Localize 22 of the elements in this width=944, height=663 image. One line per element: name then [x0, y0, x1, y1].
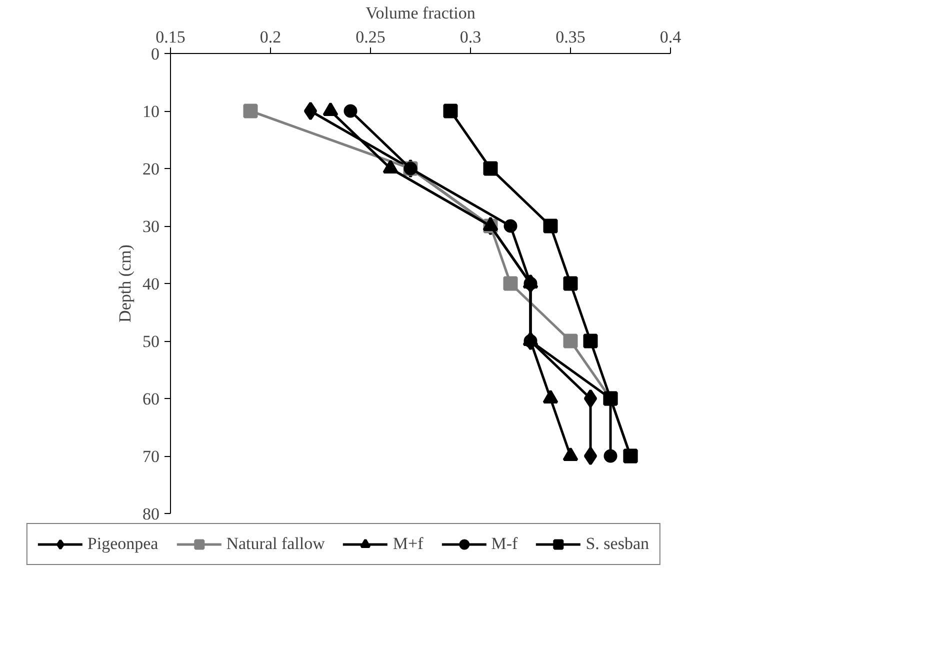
- x-tick-label: 0.35: [556, 28, 586, 46]
- y-tick-label: 50: [142, 332, 160, 351]
- y-tick-label: 0: [151, 44, 160, 64]
- x-tick-label: 0.3: [460, 28, 482, 46]
- x-tick-label: 0.2: [260, 28, 282, 46]
- legend-label: Pigeonpea: [87, 534, 158, 554]
- legend-label: M+f: [392, 534, 424, 554]
- x-axis-title: Volume fraction: [366, 4, 476, 22]
- y-tick-label: 30: [142, 217, 160, 236]
- y-tick-label: 10: [142, 102, 160, 121]
- y-tick-label: 20: [142, 160, 160, 178]
- y-tick-label: 80: [142, 504, 160, 524]
- legend-label: M-f: [491, 534, 518, 554]
- y-tick-label: 40: [142, 274, 160, 294]
- y-axis-title: Depth (cm): [116, 244, 134, 322]
- legend-label: Natural fallow: [226, 534, 325, 554]
- y-tick-label: 60: [142, 390, 160, 408]
- y-tick-label: 70: [142, 447, 160, 466]
- x-tick-label: 0.4: [660, 28, 682, 46]
- x-tick-label: 0.25: [356, 28, 386, 46]
- legend-label: S. sesban: [586, 534, 649, 554]
- x-tick-label: 0.15: [156, 28, 186, 46]
